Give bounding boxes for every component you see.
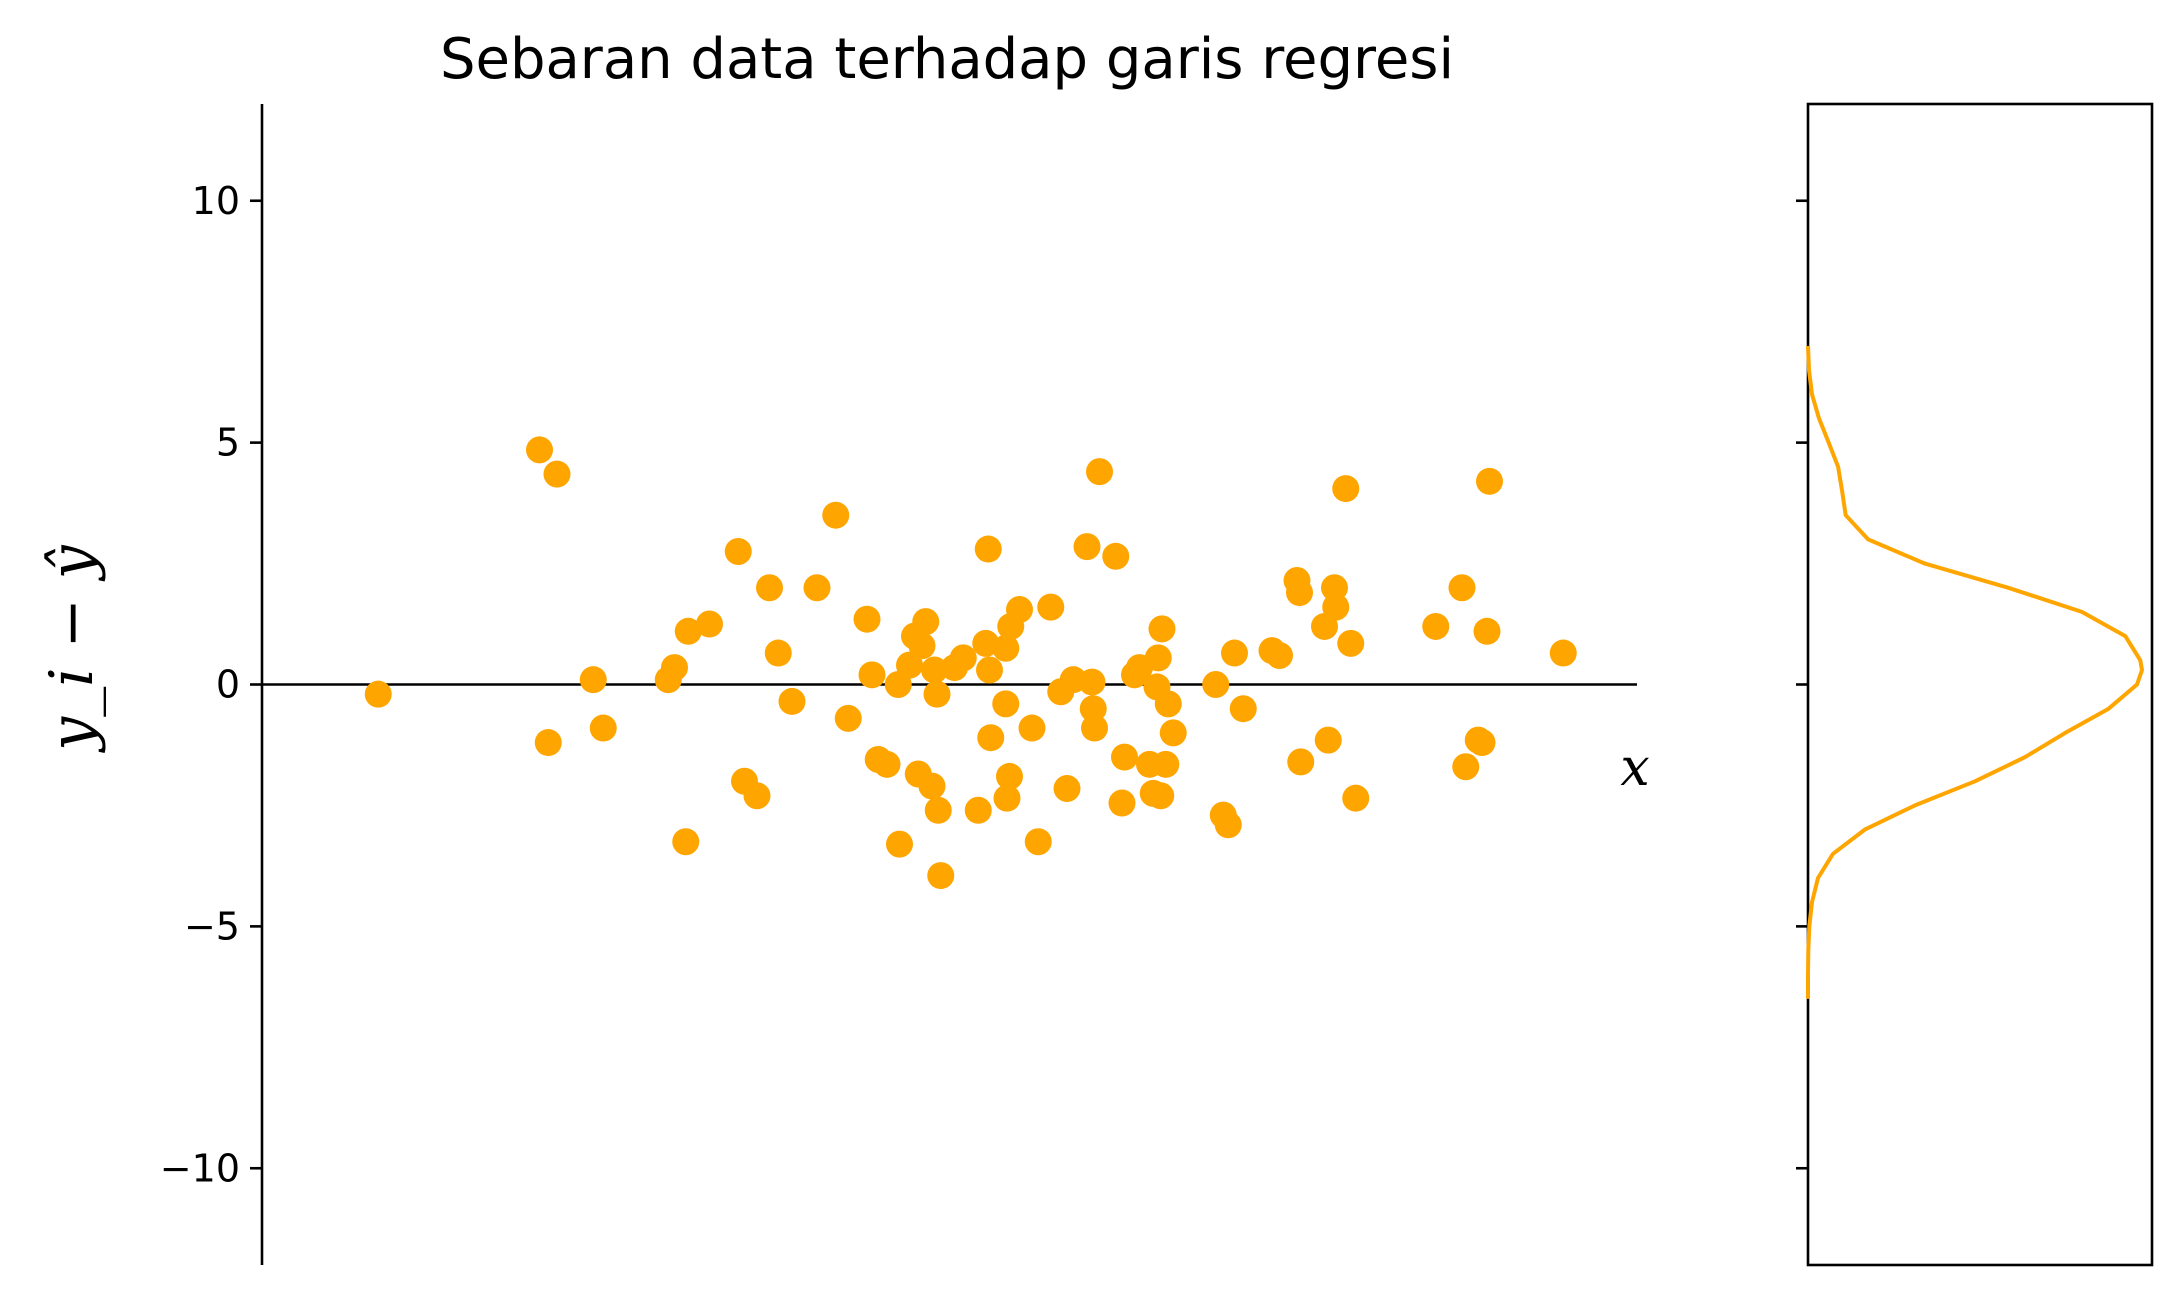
scatter-point [949,644,977,672]
scatter-point [1202,671,1230,698]
scatter-point [661,654,688,682]
scatter-point [1342,784,1370,812]
scatter-point [927,862,955,890]
scatter-point [822,501,850,529]
scatter-point [778,687,806,715]
scatter-point [992,690,1020,718]
y-tick-label: −5 [184,904,240,948]
scatter-point [1314,726,1342,754]
scatter-point [589,714,617,742]
scatter-point [1148,615,1176,643]
scatter-point [672,828,700,856]
scatter-point [1144,644,1172,672]
scatter-point [1108,789,1136,817]
scatter-point [764,639,792,667]
scatter-point [1321,574,1348,602]
y-tick-label: 5 [216,421,240,465]
scatter-point [1452,753,1480,781]
scatter-point [1037,593,1065,621]
scatter-point [858,661,886,689]
scatter-point [1468,729,1496,757]
scatter-point [674,617,702,645]
scatter-point [1159,719,1187,747]
scatter-point [1473,617,1501,645]
scatter-point [996,762,1023,790]
scatter-point [912,608,940,636]
scatter-point [543,460,571,488]
scatter-point [743,782,771,810]
scatter-point [1111,743,1138,771]
y-axis-label-text: y_i − ŷ [37,544,107,754]
scatter-point [1018,714,1046,742]
scatter-point [873,750,901,778]
scatter-point [696,610,723,638]
scatter-point [1332,475,1360,503]
scatter-point [1154,690,1182,718]
y-axis-label: y_i − ŷ [37,544,107,754]
density-panel [1796,102,2154,1267]
scatter-point [1266,641,1293,669]
scatter-point [1287,748,1315,776]
scatter-point [534,729,562,757]
scatter-point [1053,775,1081,803]
scatter-point [1322,593,1350,621]
y-tick-label: 0 [216,663,240,707]
scatter-point [1229,695,1257,723]
scatter-point [1102,542,1130,570]
scatter-point [976,656,1003,684]
scatter-point [1078,668,1106,696]
scatter-point [993,784,1021,812]
chart-title: Sebaran data terhadap garis regresi [440,27,1454,92]
scatter-point [579,666,607,694]
density-panel-frame [1806,102,2154,1267]
scatter-point [992,634,1020,662]
scatter-point [1448,574,1476,602]
scatter-point [1147,782,1175,810]
scatter-point [977,724,1005,752]
scatter-points [364,436,1577,890]
scatter-point [1086,458,1113,486]
scatter-point [1286,579,1313,607]
density-curve [1806,345,2144,999]
scatter-point [853,605,881,633]
scatter-point [918,772,946,800]
scatter-point [924,796,952,824]
scatter-panel: 10 5 0 −5 −10 [160,104,1637,1265]
scatter-point [803,574,831,602]
scatter-point [923,680,951,708]
x-axis-label: x [1620,738,1649,798]
scatter-point [1152,750,1180,778]
scatter-point [526,436,553,464]
y-ticks: 10 5 0 −5 −10 [160,179,262,1190]
scatter-point [1006,596,1033,624]
scatter-point [921,656,948,684]
scatter-point [1214,811,1242,839]
scatter-point [1221,639,1248,667]
scatter-point [908,632,936,660]
scatter-point [1024,828,1052,856]
scatter-point [896,651,923,679]
scatter-point [1081,714,1108,742]
scatter-point [1079,695,1107,723]
scatter-point [1476,467,1503,495]
scatter-point [1073,533,1101,561]
scatter-point [886,830,913,858]
scatter-point [756,574,783,602]
scatter-point [724,537,752,565]
density-y-ticks [1796,199,1808,1170]
scatter-point [1422,612,1450,640]
scatter-point [1337,629,1365,657]
scatter-point [1549,639,1577,667]
y-tick-label: −10 [160,1146,240,1190]
scatter-point [974,535,1002,563]
scatter-point [834,704,862,732]
y-tick-label: 10 [192,179,240,223]
scatter-point [964,796,992,824]
scatter-point [364,680,392,708]
